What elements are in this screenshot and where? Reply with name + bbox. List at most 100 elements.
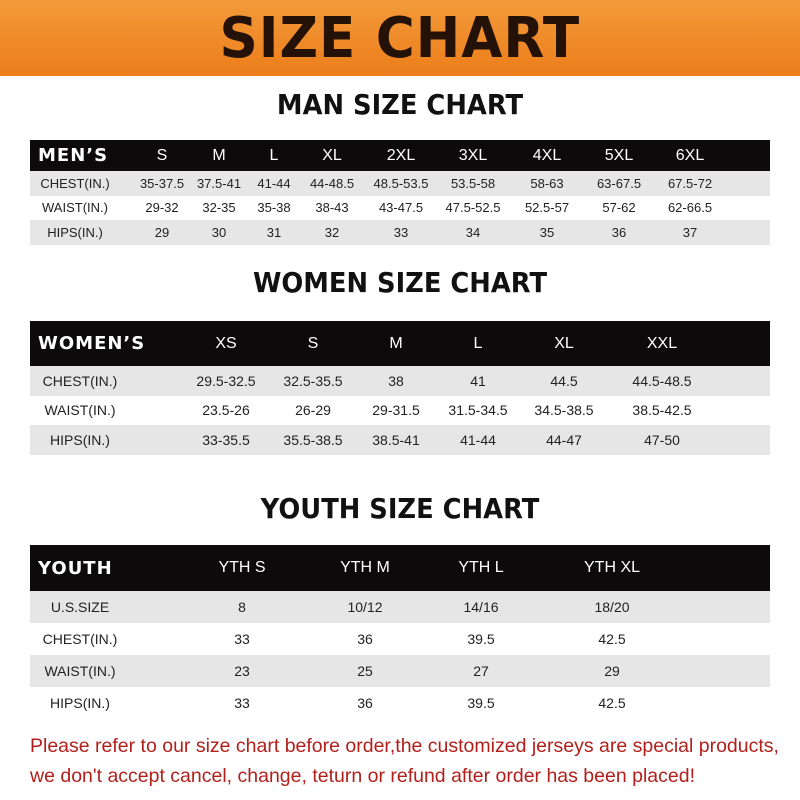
table-title: WOMEN’S [38,333,146,354]
table-header-row: MEN’S S M L XL 2XL 3XL 4XL 5XL 6XL [30,140,770,171]
table-row: CHEST(IN.) 33 36 39.5 42.5 [30,623,770,655]
measurement-cell: 42.5 [598,631,626,647]
size-header: L [269,146,279,164]
youth-heading: YOUTH SIZE CHART [260,492,540,525]
row-label: HIPS(IN.) [47,224,103,240]
measurement-cell: 29.5-32.5 [196,372,256,389]
measurement-cell: 32-35 [202,200,236,216]
measurement-cell: 18/20 [594,599,630,615]
measurement-cell: 33-35.5 [202,431,250,448]
measurement-cell: 23.5-26 [202,402,250,419]
measurement-cell: 30 [211,224,227,240]
size-header: 2XL [386,146,416,164]
size-header: 4XL [532,146,562,164]
size-header: M [389,334,403,352]
order-notice: Please refer to our size chart before or… [30,731,780,791]
measurement-cell: 43-47.5 [378,200,424,216]
measurement-cell: 35-37.5 [139,175,185,191]
measurement-cell: 36 [357,695,373,711]
size-header: 3XL [458,146,488,164]
table-row: HIPS(IN.) 33 36 39.5 42.5 [30,687,770,719]
size-header: XL [322,146,342,164]
measurement-cell: 38.5-41 [372,431,420,448]
size-header: XL [554,334,574,352]
measurement-cell: 53.5-58 [450,175,496,191]
row-label: WAIST(IN.) [44,663,116,679]
row-label: CHEST(IN.) [40,175,110,191]
table-row: HIPS(IN.) 29 30 31 32 33 34 35 36 37 [30,220,770,245]
measurement-cell: 8 [238,599,246,615]
table-row: WAIST(IN.) 29-32 32-35 35-38 38-43 43-47.5 47.… [30,195,770,220]
measurement-cell: 27 [473,663,489,679]
measurement-cell: 35.5-38.5 [283,431,343,448]
measurement-cell: 36 [611,224,627,240]
men-size-table: MEN’S S M L XL 2XL 3XL 4XL 5XL 6XL CHEST(IN.) 35-37… [30,140,770,245]
women-heading: WOMEN SIZE CHART [252,266,548,299]
measurement-cell: 36 [357,631,373,647]
measurement-cell: 25 [357,663,373,679]
size-header: XXL [646,334,678,352]
measurement-cell: 26-29 [295,402,331,419]
row-label: HIPS(IN.) [50,695,110,711]
notice-line: we don't accept cancel, change, teturn o… [30,765,695,787]
measurement-cell: 33 [234,695,250,711]
measurement-cell: 62-66.5 [667,200,713,216]
table-header-row: WOMEN’S XS S M L XL XXL [30,321,770,366]
measurement-cell: 14/16 [463,599,499,615]
measurement-cell: 29 [154,224,170,240]
measurement-cell: 41-44 [257,175,291,191]
measurement-cell: 10/12 [347,599,383,615]
measurement-cell: 37 [682,224,698,240]
measurement-cell: 47.5-52.5 [445,200,501,216]
measurement-cell: 35-38 [257,200,291,216]
size-header: S [156,146,168,164]
measurement-cell: 38 [388,372,404,389]
women-size-table: WOMEN’S XS S M L XL XXL CHEST(IN.) 29.5-32.5 32.5… [30,321,770,455]
size-header: 6XL [675,146,705,164]
title-banner: SIZE CHART [0,0,800,76]
row-label: CHEST(IN.) [42,372,118,389]
size-header: L [473,334,483,352]
table-row: WAIST(IN.) 23.5-26 26-29 29-31.5 31.5-34.5 34… [30,395,770,425]
measurement-cell: 44-47 [546,431,582,448]
size-header: YTH L [458,559,504,576]
measurement-cell: 38-43 [315,200,349,216]
measurement-cell: 41 [470,372,486,389]
measurement-cell: 57-62 [602,200,636,216]
measurement-cell: 34.5-38.5 [534,402,594,419]
measurement-cell: 39.5 [467,695,495,711]
size-header: YTH M [340,559,390,576]
notice-line: Please refer to our size chart before or… [30,735,779,757]
youth-size-table: YOUTH YTH S YTH M YTH L YTH XL U.S.SIZE 8 10/12… [30,545,770,719]
measurement-cell: 39.5 [467,631,495,647]
table-row: HIPS(IN.) 33-35.5 35.5-38.5 38.5-41 41-44 44-… [30,425,770,455]
measurement-cell: 33 [234,631,250,647]
measurement-cell: 42.5 [598,695,626,711]
size-header: S [307,334,319,352]
measurement-cell: 44.5-48.5 [632,372,692,389]
table-row: WAIST(IN.) 23 25 27 29 [30,655,770,687]
measurement-cell: 29-32 [145,200,179,216]
measurement-cell: 29-31.5 [372,402,420,419]
measurement-cell: 58-63 [530,175,564,191]
table-row: CHEST(IN.) 35-37.5 37.5-41 41-44 44-48.5 48.5… [30,171,770,196]
page-title: SIZE CHART [219,5,581,71]
size-header: 5XL [604,146,634,164]
measurement-cell: 63-67.5 [596,175,642,191]
table-header-row: YOUTH YTH S YTH M YTH L YTH XL [30,545,770,591]
row-label: WAIST(IN.) [42,200,108,216]
size-header: YTH S [218,559,266,576]
measurement-cell: 31.5-34.5 [448,402,508,419]
men-heading: MAN SIZE CHART [276,88,524,121]
table-title: MEN’S [38,145,109,166]
measurement-cell: 31 [266,224,282,240]
measurement-cell: 32.5-35.5 [283,372,343,389]
measurement-cell: 44-48.5 [309,175,355,191]
measurement-cell: 41-44 [460,431,496,448]
measurement-cell: 48.5-53.5 [373,175,429,191]
measurement-cell: 32 [324,224,340,240]
table-title: YOUTH [38,557,113,579]
measurement-cell: 44.5 [550,372,578,389]
measurement-cell: 33 [393,224,409,240]
measurement-cell: 37.5-41 [196,175,242,191]
